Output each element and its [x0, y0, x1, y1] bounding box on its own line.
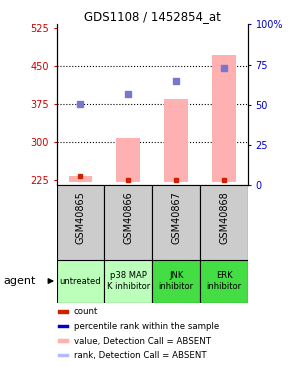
Bar: [104, 260, 152, 303]
Text: GSM40867: GSM40867: [171, 191, 181, 244]
Bar: [200, 185, 248, 260]
Bar: [68, 176, 93, 183]
Text: value, Detection Call = ABSENT: value, Detection Call = ABSENT: [74, 336, 211, 345]
Bar: [57, 185, 104, 260]
Text: untreated: untreated: [60, 276, 101, 285]
Text: p38 MAP
K inhibitor: p38 MAP K inhibitor: [107, 272, 150, 291]
Bar: [59, 325, 69, 328]
Text: agent: agent: [3, 276, 35, 286]
Bar: [212, 55, 236, 183]
Text: ERK
inhibitor: ERK inhibitor: [206, 272, 242, 291]
Title: GDS1108 / 1452854_at: GDS1108 / 1452854_at: [84, 10, 221, 23]
Bar: [57, 260, 104, 303]
Text: agent: agent: [0, 374, 1, 375]
Bar: [116, 138, 140, 183]
Text: rank, Detection Call = ABSENT: rank, Detection Call = ABSENT: [74, 351, 206, 360]
Bar: [59, 310, 69, 314]
Text: count: count: [74, 308, 98, 316]
Text: JNK
inhibitor: JNK inhibitor: [159, 272, 194, 291]
Bar: [59, 354, 69, 357]
Bar: [152, 185, 200, 260]
Text: GSM40868: GSM40868: [219, 191, 229, 244]
Bar: [200, 260, 248, 303]
Bar: [59, 339, 69, 343]
Bar: [152, 260, 200, 303]
Text: GSM40866: GSM40866: [123, 191, 133, 244]
Bar: [104, 185, 152, 260]
Text: GSM40865: GSM40865: [75, 191, 86, 244]
Text: percentile rank within the sample: percentile rank within the sample: [74, 322, 219, 331]
Bar: [164, 99, 188, 183]
